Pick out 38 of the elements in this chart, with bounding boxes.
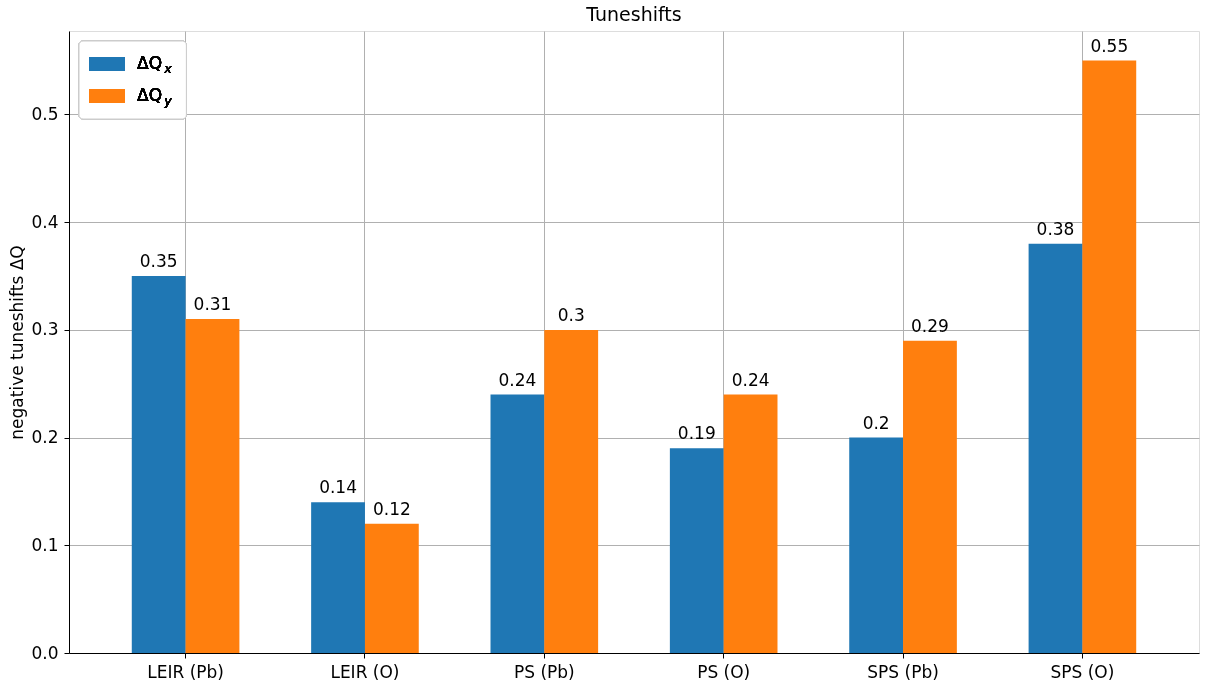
y-tick-label: 0.3 <box>31 319 59 340</box>
y-tick-label: 0.4 <box>31 211 59 232</box>
bar <box>490 394 545 653</box>
x-tick-label: LEIR (O) <box>330 661 400 682</box>
data-label: 0.55 <box>1090 35 1129 56</box>
x-tick-label: SPS (Pb) <box>867 661 939 682</box>
bar <box>364 523 419 653</box>
data-label: 0.19 <box>677 423 716 444</box>
data-label: 0.24 <box>731 369 770 390</box>
data-label: 0.24 <box>498 369 537 390</box>
bar <box>311 502 365 653</box>
bar <box>669 448 724 653</box>
bar <box>903 340 957 653</box>
data-label: 0.12 <box>372 498 411 519</box>
bar <box>849 437 904 653</box>
data-label: 0.3 <box>557 304 585 325</box>
y-axis-title: negative tuneshifts ΔQ <box>7 245 28 440</box>
x-tick-label: PS (O) <box>697 661 751 682</box>
data-label: 0.31 <box>193 294 232 315</box>
bar <box>544 329 599 653</box>
data-label: 0.14 <box>319 477 357 498</box>
data-label: 0.29 <box>911 315 949 336</box>
bar <box>1028 243 1083 653</box>
data-label: 0.38 <box>1036 218 1075 239</box>
x-tick-label: SPS (O) <box>1050 661 1115 682</box>
chart-title: Tuneshifts <box>585 3 682 25</box>
bar <box>723 394 778 653</box>
bar <box>185 319 240 653</box>
y-tick-label: 0.5 <box>31 103 59 124</box>
bar <box>1082 60 1137 653</box>
bar <box>131 276 186 653</box>
y-tick-label: 0.1 <box>31 534 59 555</box>
y-tick-label: 0.2 <box>31 427 59 448</box>
x-tick-label: PS (Pb) <box>513 661 575 682</box>
data-label: 0.35 <box>139 251 178 272</box>
x-tick-label: LEIR (Pb) <box>147 661 224 682</box>
y-tick-label: 0.0 <box>31 642 59 663</box>
data-label: 0.2 <box>862 412 890 433</box>
